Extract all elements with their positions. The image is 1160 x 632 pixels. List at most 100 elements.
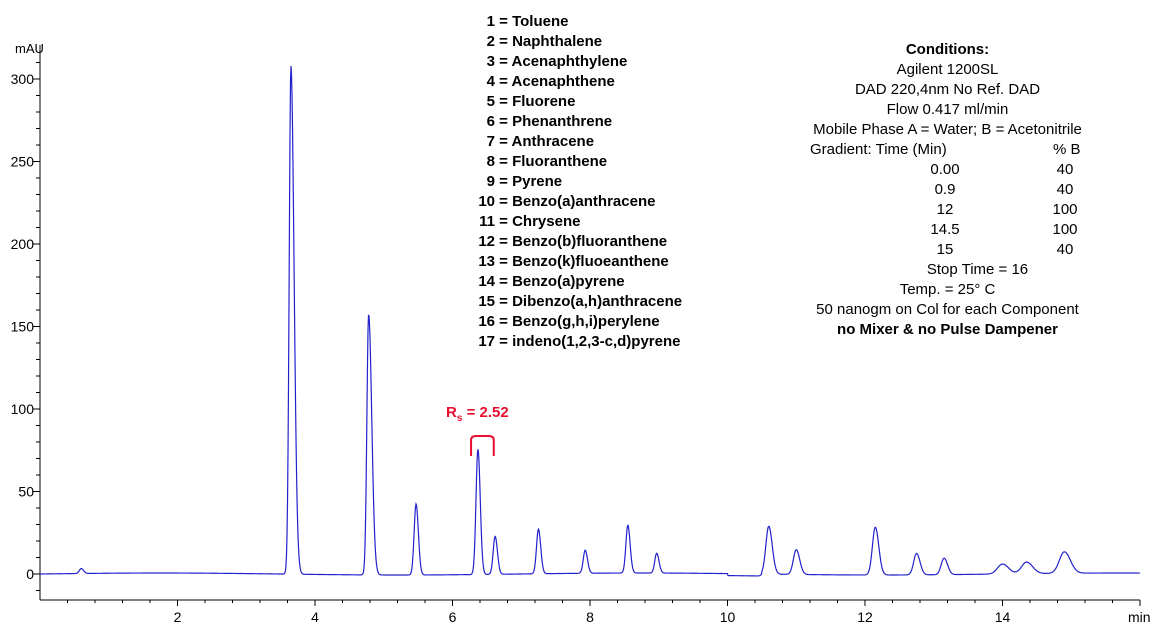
legend-item-number: 10 xyxy=(478,193,495,210)
legend-item: 10 = Benzo(a)anthracene xyxy=(462,192,682,212)
legend-item-number: 13 xyxy=(478,253,495,270)
legend-item-name: = Benzo(b)fluoranthene xyxy=(499,233,668,250)
temperature: Temp. = 25° C xyxy=(899,281,996,298)
y-axis-unit-label: mAU xyxy=(15,41,44,56)
legend-item: 3 = Acenaphthylene xyxy=(462,52,682,72)
legend-item: 12 = Benzo(b)fluoranthene xyxy=(462,232,682,252)
gradient-row: 0.9 40 xyxy=(770,180,1125,200)
y-tick-label: 100 xyxy=(11,401,35,417)
legend-item-name: = Benzo(a)anthracene xyxy=(499,193,656,210)
legend-item: 8 = Fluoranthene xyxy=(462,152,682,172)
sample-load: 50 nanogm on Col for each Component xyxy=(816,301,1079,318)
legend-item: 15 = Dibenzo(a,h)anthracene xyxy=(462,292,682,312)
x-axis-unit-label: min xyxy=(1128,609,1151,625)
legend-item-name: = indeno(1,2,3-c,d)pyrene xyxy=(499,333,681,350)
legend-item: 13 = Benzo(k)fluoeanthene xyxy=(462,252,682,272)
chromatogram-trace xyxy=(39,66,1140,577)
legend-item-number: 7 xyxy=(486,133,495,150)
tick-marks xyxy=(33,62,1141,606)
resolution-bracket xyxy=(470,435,495,456)
legend-item: 5 = Fluorene xyxy=(462,92,682,112)
legend-item-number: 17 xyxy=(478,333,495,350)
time-header: Time (Min) xyxy=(875,141,947,158)
y-tick-label: 300 xyxy=(11,71,35,87)
legend-item-number: 11 xyxy=(479,213,495,230)
legend-item-name: = Benzo(k)fluoeanthene xyxy=(499,253,669,270)
gradient-row: 12 100 xyxy=(770,200,1125,220)
flow-rate: Flow 0.417 ml/min xyxy=(886,101,1009,118)
gradient-b: 40 xyxy=(1056,161,1074,178)
gradient-row: 15 40 xyxy=(770,240,1125,260)
legend-item-name: = Fluoranthene xyxy=(499,153,608,170)
gradient-row: 14.5 100 xyxy=(770,220,1125,240)
legend-item-name: = Naphthalene xyxy=(499,33,603,50)
legend-item-number: 8 xyxy=(486,153,495,170)
gradient-table: 0.00 40 0.9 40 12 100 14.5 100 15 40 xyxy=(770,160,1125,260)
legend-item-number: 5 xyxy=(486,93,495,110)
legend-item-number: 2 xyxy=(486,33,495,50)
b-header: % B xyxy=(1053,141,1081,158)
gradient-row: 0.00 40 xyxy=(770,160,1125,180)
legend-item-name: = Dibenzo(a,h)anthracene xyxy=(499,293,683,310)
legend-item-name: = Anthracene xyxy=(499,133,595,150)
legend-item-name: = Benzo(g,h,i)perylene xyxy=(499,313,660,330)
gradient-b: 40 xyxy=(1056,241,1074,258)
gradient-b: 40 xyxy=(1056,181,1074,198)
gradient-b: 100 xyxy=(1052,221,1078,238)
gradient-b: 100 xyxy=(1052,201,1078,218)
compound-legend: 1 = Toluene 2 = Naphthalene 3 = Acenaphthy… xyxy=(462,12,682,352)
legend-item-name: = Phenanthrene xyxy=(499,113,613,130)
legend-item-number: 14 xyxy=(478,273,495,290)
y-tick-label: 250 xyxy=(11,154,35,170)
legend-item: 6 = Phenanthrene xyxy=(462,112,682,132)
x-tick-label: 14 xyxy=(995,609,1011,625)
resolution-annotation: Rs = 2.52 xyxy=(446,404,509,424)
conditions-title: Conditions: xyxy=(905,41,990,58)
instrument: Agilent 1200SL xyxy=(896,61,999,78)
legend-item-number: 15 xyxy=(478,293,495,310)
tick-labels: 0 50 100 150 200 250 300 2 4 6 8 10 12 14 xyxy=(11,71,1011,625)
x-tick-label: 12 xyxy=(857,609,873,625)
x-tick-label: 6 xyxy=(449,609,457,625)
gradient-time: 12 xyxy=(936,201,954,218)
legend-item-name: = Pyrene xyxy=(499,173,563,190)
legend-item-number: 9 xyxy=(486,173,495,190)
legend-item-name: = Benzo(a)pyrene xyxy=(499,273,625,290)
gradient-time: 15 xyxy=(936,241,954,258)
legend-item-number: 1 xyxy=(486,13,495,30)
legend-item-name: = Acenaphthene xyxy=(499,73,615,90)
gradient-time: 0.00 xyxy=(930,161,960,178)
legend-item: 11 = Chrysene xyxy=(462,212,682,232)
x-tick-label: 8 xyxy=(586,609,594,625)
legend-item: 9 = Pyrene xyxy=(462,172,682,192)
stop-time: Stop Time = 16 xyxy=(926,261,1029,278)
gradient-time: 0.9 xyxy=(934,181,956,198)
legend-item-number: 3 xyxy=(486,53,495,70)
mobile-phase: Mobile Phase A = Water; B = Acetonitrile xyxy=(813,121,1082,138)
gradient-time: 14.5 xyxy=(930,221,960,238)
legend-item-name: = Fluorene xyxy=(499,93,576,110)
x-tick-label: 4 xyxy=(311,609,319,625)
legend-item: 16 = Benzo(g,h,i)perylene xyxy=(462,312,682,332)
legend-item-number: 12 xyxy=(478,233,495,250)
y-tick-label: 50 xyxy=(18,484,34,500)
legend-item: 14 = Benzo(a)pyrene xyxy=(462,272,682,292)
legend-item: 17 = indeno(1,2,3-c,d)pyrene xyxy=(462,332,682,352)
x-tick-label: 2 xyxy=(174,609,182,625)
y-tick-label: 200 xyxy=(11,236,35,252)
legend-item-name: = Toluene xyxy=(499,13,569,30)
legend-item: 4 = Acenaphthene xyxy=(462,72,682,92)
legend-item-name: = Chrysene xyxy=(499,213,581,230)
legend-item: 7 = Anthracene xyxy=(462,132,682,152)
gradient-label: Gradient: xyxy=(810,141,872,158)
x-tick-label: 10 xyxy=(720,609,736,625)
legend-item: 1 = Toluene xyxy=(462,12,682,32)
legend-item-name: = Acenaphthylene xyxy=(499,53,628,70)
y-tick-label: 0 xyxy=(26,566,34,582)
legend-item-number: 4 xyxy=(486,73,495,90)
hardware-note: no Mixer & no Pulse Dampener xyxy=(837,321,1058,338)
legend-item-number: 16 xyxy=(478,313,495,330)
legend-item: 2 = Naphthalene xyxy=(462,32,682,52)
conditions-panel: Conditions: Agilent 1200SL DAD 220,4nm N… xyxy=(770,40,1125,340)
